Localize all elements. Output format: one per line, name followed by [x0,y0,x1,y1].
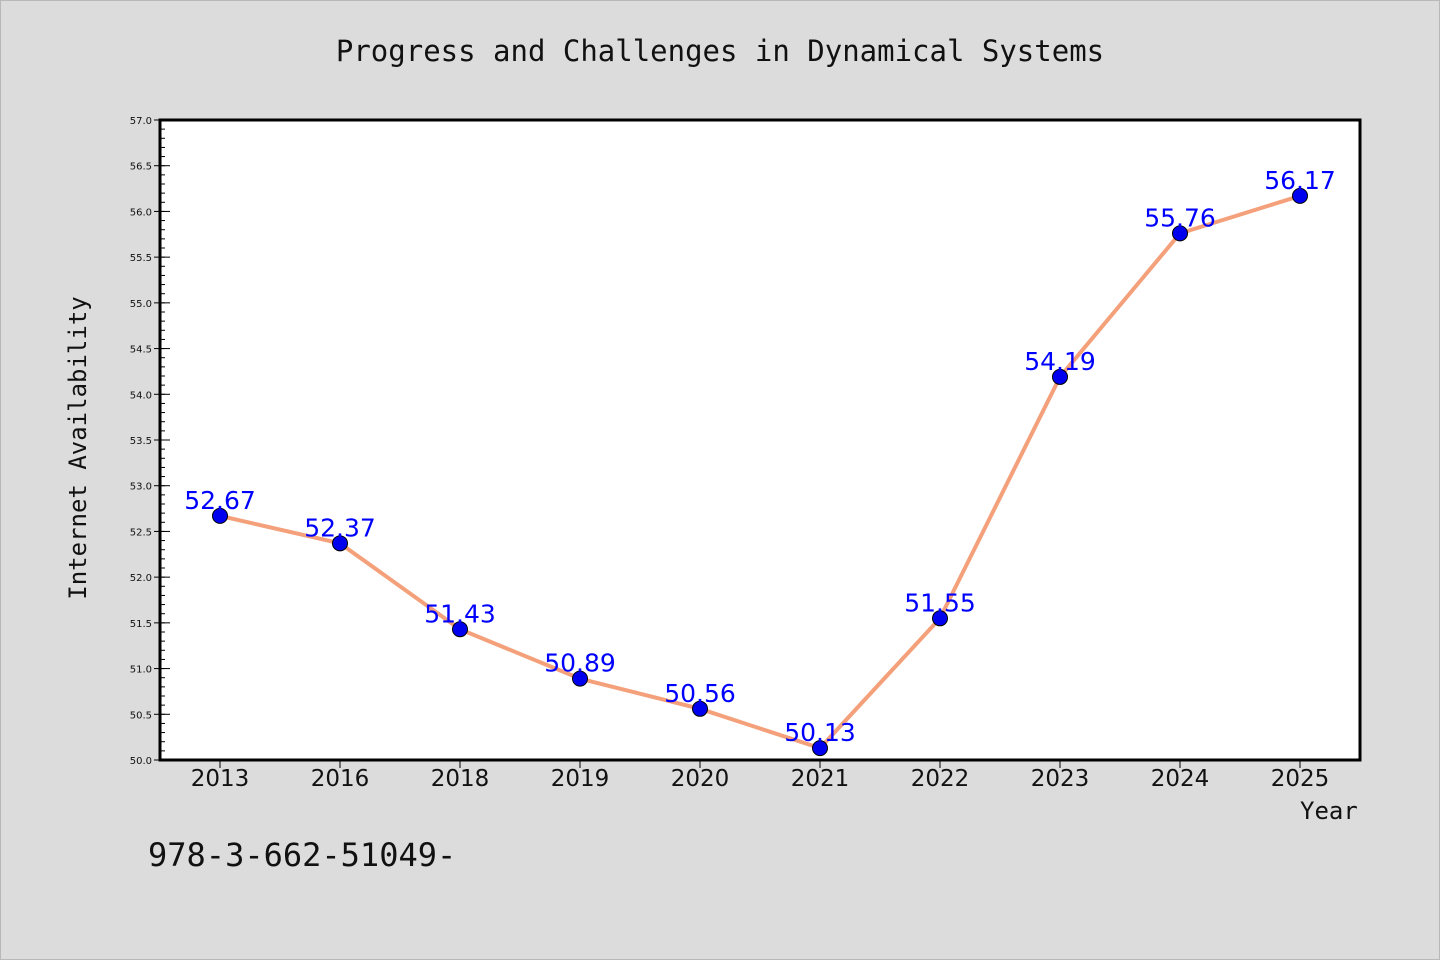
data-point [212,507,228,524]
plot-border [158,118,1362,762]
data-label: 51.43 [424,599,496,628]
data-label: 50.13 [784,718,856,747]
y-tick-label: 53.0 [130,482,152,493]
data-point [812,740,828,757]
data-point [572,670,588,687]
y-tick-label: 55.0 [130,299,152,310]
y-tick-label: 57.0 [130,116,152,127]
y-tick-label: 52.5 [130,527,152,538]
data-point [452,621,468,638]
x-tick-label: 2019 [551,766,610,792]
data-label: 50.89 [544,649,616,678]
data-point [1292,187,1308,204]
x-tick-label: 2022 [911,766,970,792]
y-tick-label: 53.5 [130,436,152,447]
x-tick-label: 2020 [671,766,730,792]
series-line [219,193,1301,751]
y-tick-label: 50.0 [130,756,152,767]
data-label: 50.56 [664,679,736,708]
data-label: 55.76 [1144,203,1216,232]
x-tick-label: 2013 [191,766,250,792]
data-label: 54.19 [1024,347,1096,376]
data-label: 56.17 [1264,166,1336,195]
x-tick-label: 2021 [791,766,850,792]
data-point [692,700,708,717]
x-tick-label: 2018 [431,766,490,792]
y-tick-label: 54.5 [130,345,152,356]
footer-text: 978-3-662-51049- [148,836,457,874]
y-tick-label: 55.5 [130,253,152,264]
x-tick-label: 2016 [311,766,370,792]
data-point [1052,368,1068,385]
y-tick-label: 54.0 [130,390,152,401]
x-tick-label: 2023 [1031,766,1090,792]
chart-title: Progress and Challenges in Dynamical Sys… [335,34,1105,68]
y-tick-label: 56.0 [130,207,152,218]
data-point [932,610,948,627]
data-point [1172,225,1188,242]
data-label: 51.55 [904,588,976,617]
data-point [332,535,348,552]
x-axis-label: Year [1300,797,1358,825]
y-tick-label: 51.5 [130,619,152,630]
y-tick-label: 52.0 [130,573,152,584]
y-tick-label: 56.5 [130,162,152,173]
plot-area [160,120,1360,760]
x-tick-label: 2025 [1271,766,1330,792]
x-tick-label: 2024 [1151,766,1210,792]
y-tick-label: 50.5 [130,710,152,721]
data-label: 52.67 [184,486,256,515]
data-label: 52.37 [304,513,376,542]
y-tick-label: 51.0 [130,665,152,676]
